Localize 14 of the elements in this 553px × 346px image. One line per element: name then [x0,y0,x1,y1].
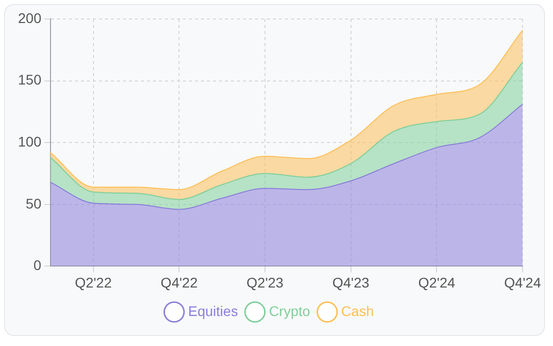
y-tick-label: 200 [18,10,42,26]
y-tick-label: 0 [34,257,42,274]
legend-label: Cash [341,302,374,319]
x-tick-label: Q2'23 [246,274,284,290]
x-tick-label: Q4'23 [332,274,370,290]
legend-label: Equities [188,302,238,319]
legend-label: Crypto [268,302,310,319]
x-tick-label: Q4'24 [504,274,542,290]
y-tick-label: 100 [18,133,42,150]
x-tick-label: Q2'22 [74,274,112,290]
x-tick-label: Q4'22 [160,274,198,290]
y-tick-label: 50 [26,195,42,212]
y-tick-label: 150 [18,72,42,88]
x-tick-label: Q2'24 [418,274,456,290]
